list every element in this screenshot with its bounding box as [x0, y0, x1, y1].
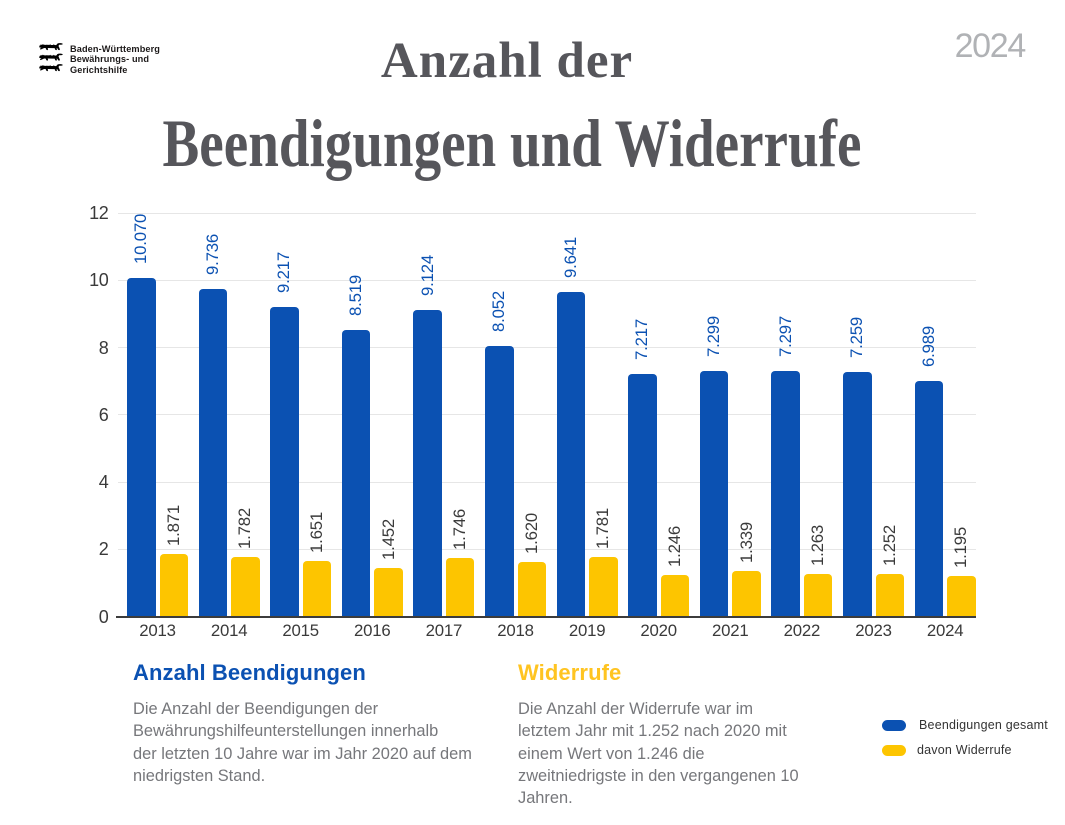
bar-widerrufe: [803, 574, 833, 617]
logo-text: Baden-Württemberg Bewährungs- und Gerich…: [70, 44, 160, 75]
bar-beendigungen: [843, 372, 872, 617]
bar-beendigungen: [270, 306, 299, 617]
bar-value-label-widerrufe: 1.746: [450, 508, 470, 550]
bar-beendigungen: [699, 371, 729, 617]
bar-beendigungen: [413, 309, 442, 617]
y-tick-label: 6: [98, 404, 109, 425]
y-tick-label: 2: [98, 539, 109, 560]
bar-value-label-beendigungen: 9.641: [560, 237, 580, 279]
logo-baden-wuerttemberg: Baden-Württemberg Bewährungs- und Gerich…: [39, 43, 160, 76]
y-tick-label: 10: [89, 270, 109, 291]
bar-widerrufe: [159, 553, 188, 617]
legend-label-davon-widerrufe: davon Widerrufe: [917, 743, 1012, 757]
section-body-anzahl-beendigungen: Die Anzahl der Beendigungen der Bewährun…: [133, 700, 472, 785]
bar-widerrufe: [947, 576, 976, 617]
logo-text-line2: Bewährungs- und: [70, 54, 150, 65]
x-category-label: 2024: [926, 621, 964, 640]
bar-value-label-beendigungen: 7.297: [775, 316, 795, 358]
y-tick-label: 12: [89, 203, 109, 223]
bar-widerrufe: [445, 557, 475, 617]
bar-widerrufe: [732, 571, 761, 617]
gridline: [118, 347, 976, 348]
logo-text-line3: Gerichtshilfe: [70, 64, 128, 75]
bar-value-label-widerrufe: 1.339: [736, 522, 756, 564]
bar-value-label-widerrufe: 1.195: [951, 527, 971, 569]
year-badge: 2024: [954, 27, 1027, 65]
x-category-label: 2021: [712, 621, 749, 640]
x-category-label: 2015: [282, 621, 319, 640]
section-heading-anzahl-beendigungen: Anzahl Beendigungen: [133, 660, 366, 685]
bar-value-label-widerrufe: 1.246: [664, 525, 684, 567]
bar-widerrufe: [374, 567, 403, 617]
bar-widerrufe: [660, 574, 690, 617]
x-axis-line: [116, 615, 976, 618]
section-body-widerrufe: Die Anzahl der Widerrufe war im letztem …: [518, 700, 799, 808]
bar-beendigungen: [914, 381, 944, 617]
bar-widerrufe: [231, 556, 260, 617]
x-category-label: 2014: [210, 621, 248, 640]
x-category-label: 2023: [855, 621, 892, 640]
y-tick-label: 4: [98, 472, 109, 492]
bar-value-label-beendigungen: 10.070: [131, 213, 151, 264]
bar-widerrufe: [875, 574, 904, 617]
bar-widerrufe: [517, 562, 546, 617]
legend-label-beendigungen-gesamt: Beendigungen gesamt: [919, 718, 1048, 732]
bar-value-label-beendigungen: 9.124: [417, 254, 437, 296]
bar-value-label-beendigungen: 8.519: [346, 275, 366, 317]
x-category-label: 2022: [783, 621, 821, 640]
bar-value-label-beendigungen: 9.736: [202, 234, 222, 276]
gridline: [118, 548, 976, 550]
logo-text-line1: Baden-Württemberg: [70, 44, 161, 54]
bar-value-label-widerrufe: 1.252: [879, 525, 899, 567]
gridline: [118, 279, 976, 281]
gridline: [118, 481, 976, 483]
y-tick-label: 0: [98, 606, 109, 627]
bar-widerrufe: [302, 560, 332, 617]
legend-swatch-yellow: [882, 744, 906, 756]
bar-beendigungen: [628, 373, 657, 617]
bar-value-label-beendigungen: 9.217: [274, 251, 294, 293]
x-category-label: 2019: [568, 621, 606, 640]
bar-beendigungen: [341, 330, 371, 617]
bar-value-label-widerrufe: 1.782: [235, 507, 255, 549]
legend-item-beendigungen-gesamt: Beendigungen gesamt: [882, 715, 1048, 735]
bar-value-label-beendigungen: 7.259: [847, 317, 867, 359]
x-category-label: 2013: [139, 621, 176, 640]
section-heading-widerrufe: Widerrufe: [518, 660, 622, 685]
bar-widerrufe: [589, 556, 618, 617]
page-title-line1: Anzahl der: [380, 33, 634, 89]
bar-value-label-widerrufe: 1.263: [808, 525, 828, 567]
bar-beendigungen: [198, 289, 228, 617]
bar-beendigungen: [556, 292, 586, 617]
bar-value-label-widerrufe: 1.781: [593, 507, 613, 549]
bar-beendigungen: [771, 371, 800, 617]
x-category-label: 2020: [640, 621, 677, 640]
legend-item-davon-widerrufe: davon Widerrufe: [882, 740, 1012, 760]
gridline: [118, 212, 976, 214]
bar-value-label-beendigungen: 7.217: [632, 318, 652, 360]
gridline: [118, 414, 976, 416]
y-tick-label: 8: [98, 337, 109, 358]
bar-beendigungen: [485, 345, 514, 617]
bar-chart: 0 2 4 6 8 10 12 10.070 1.871 2013 9.736 1.782 2014 9.…: [89, 203, 976, 640]
x-category-label: 2018: [497, 621, 534, 640]
x-category-label: 2016: [354, 621, 391, 640]
legend-swatch-blue: [882, 719, 906, 731]
section-anzahl-beendigungen: Anzahl Beendigungen Die Anzahl der Beend…: [133, 661, 503, 787]
bar-value-label-widerrufe: 1.452: [378, 518, 398, 560]
bar-value-label-widerrufe: 1.871: [163, 504, 183, 546]
section-widerrufe: Widerrufe Die Anzahl der Widerrufe war i…: [518, 661, 848, 809]
x-category-label: 2017: [425, 621, 463, 640]
bar-beendigungen: [127, 277, 156, 617]
bar-value-label-beendigungen: 8.052: [489, 290, 509, 332]
bar-value-label-widerrufe: 1.620: [521, 513, 541, 555]
bar-value-label-widerrufe: 1.651: [306, 511, 326, 553]
page-title-line2: Beendigungen und Widerrufe: [162, 104, 862, 181]
bar-value-label-beendigungen: 6.989: [918, 326, 938, 368]
bar-value-label-beendigungen: 7.299: [704, 316, 724, 358]
